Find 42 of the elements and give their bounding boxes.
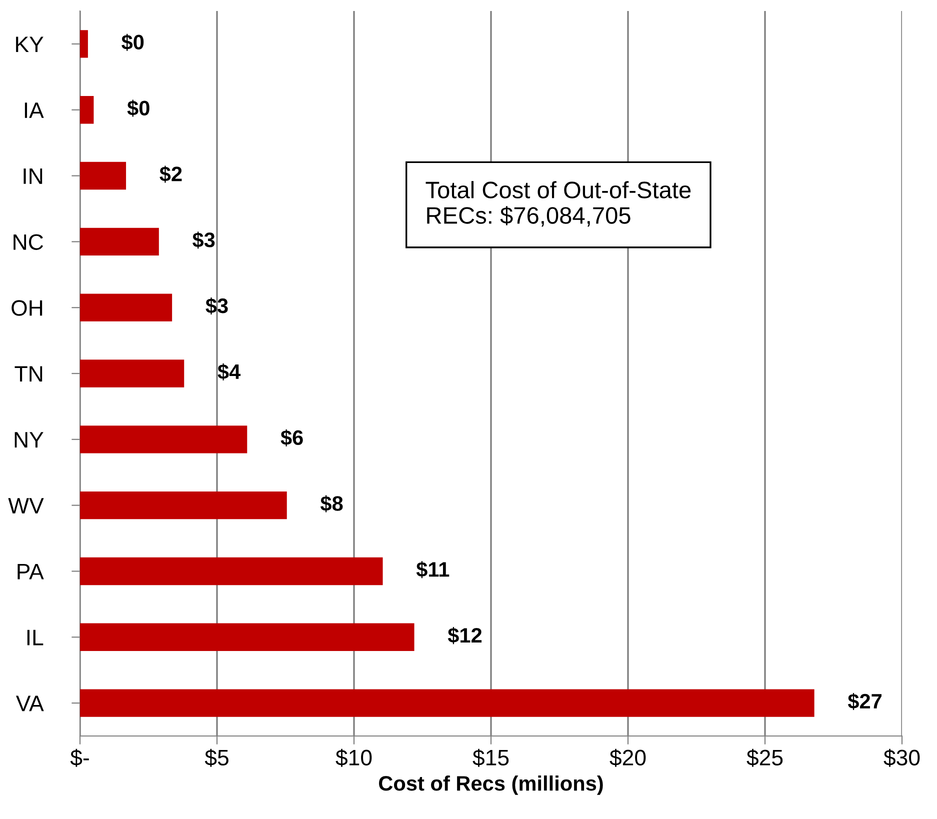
y-tick-label: IA — [24, 102, 44, 118]
data-label: $11 — [416, 561, 450, 578]
bar — [80, 228, 159, 256]
bar — [80, 623, 414, 651]
y-tick-label: OH — [12, 300, 42, 316]
y-tick-label: NY — [14, 432, 44, 448]
y-tick-label: IL — [27, 630, 44, 646]
x-tick-label: $20 — [610, 748, 646, 767]
x-tick-label: $25 — [746, 748, 783, 767]
bar — [80, 96, 94, 124]
data-label: $8 — [320, 495, 343, 512]
x-tick-label: $15 — [472, 748, 509, 767]
data-label: $2 — [160, 166, 182, 183]
data-label: $12 — [448, 627, 482, 644]
bar — [80, 360, 184, 388]
bar — [80, 557, 383, 586]
x-tick-label: $10 — [336, 748, 372, 767]
x-tick-label: $30 — [884, 748, 920, 767]
bar — [80, 689, 814, 717]
bar — [80, 30, 88, 58]
data-label: $3 — [192, 232, 215, 249]
data-label: $6 — [280, 429, 303, 446]
y-tick-label: VA — [16, 696, 44, 712]
data-label: $0 — [122, 34, 144, 51]
y-tick-label: TN — [14, 366, 42, 382]
x-axis-title: Cost of Recs (millions) — [379, 775, 603, 795]
bar — [80, 162, 126, 190]
bar — [80, 426, 248, 454]
bar — [80, 491, 287, 520]
y-tick-label: PA — [18, 564, 44, 580]
y-tick-label: KY — [16, 36, 44, 52]
x-tick-label: $5 — [204, 748, 228, 767]
x-tick-label: $- — [70, 748, 89, 767]
bar — [80, 294, 172, 322]
data-label: $3 — [206, 298, 228, 315]
y-tick-label: IN — [24, 168, 42, 184]
data-label: $27 — [848, 692, 882, 710]
data-label: $0 — [127, 100, 150, 117]
annotation: Total Cost of Out-of-State RECs: $76,084,705 — [426, 181, 691, 227]
y-tick-label: NC — [14, 234, 44, 250]
y-tick-label: WV — [8, 498, 44, 514]
data-label: $4 — [218, 363, 241, 380]
